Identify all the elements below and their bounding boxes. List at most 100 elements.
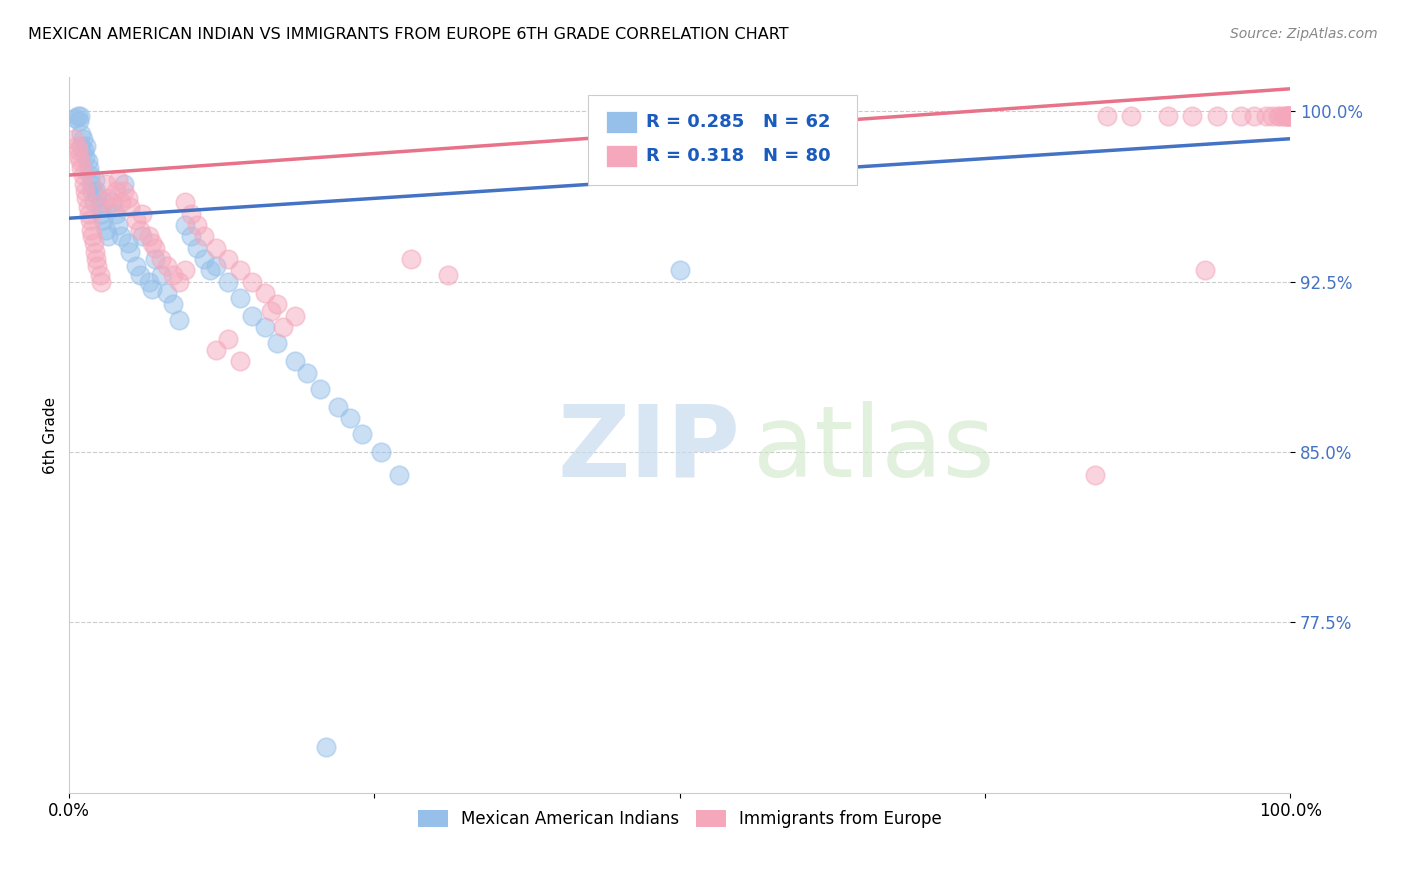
Point [1095, 109, 1118, 123]
Point [1261, 109, 1284, 123]
Point [1278, 109, 1301, 123]
Point [149, 268, 172, 282]
Point [1278, 109, 1301, 123]
Point [204, 241, 226, 255]
Point [156, 259, 179, 273]
Point [73, 177, 96, 191]
Point [84, 184, 107, 198]
Point [79, 168, 101, 182]
Point [1272, 109, 1295, 123]
Point [315, 740, 337, 755]
Point [76, 154, 98, 169]
Point [162, 297, 184, 311]
Point [271, 320, 294, 334]
Point [193, 252, 215, 266]
Point [93, 213, 115, 227]
Point [180, 229, 202, 244]
Point [117, 236, 139, 251]
Text: R = 0.318   N = 80: R = 0.318 N = 80 [645, 147, 830, 165]
Point [326, 400, 349, 414]
Point [1267, 109, 1289, 123]
Point [75, 191, 97, 205]
Point [149, 252, 172, 266]
Point [120, 245, 142, 260]
Point [75, 138, 97, 153]
Point [141, 236, 163, 251]
Point [112, 177, 135, 191]
Point [129, 268, 152, 282]
Point [63, 132, 86, 146]
Point [79, 213, 101, 227]
Point [89, 268, 111, 282]
Point [240, 309, 263, 323]
Point [217, 252, 239, 266]
Point [1181, 109, 1204, 123]
Point [104, 207, 127, 221]
Legend: Mexican American Indians, Immigrants from Europe: Mexican American Indians, Immigrants fro… [411, 803, 949, 834]
Point [80, 177, 103, 191]
Text: ZIP: ZIP [558, 401, 741, 498]
Point [72, 132, 94, 146]
Point [156, 286, 179, 301]
Point [86, 188, 108, 202]
Point [174, 195, 197, 210]
Point [1275, 109, 1298, 123]
Point [84, 252, 107, 266]
Point [193, 229, 215, 244]
Point [89, 200, 111, 214]
Point [80, 222, 103, 236]
Point [112, 184, 135, 198]
Point [97, 229, 120, 244]
Point [65, 112, 87, 126]
Point [198, 263, 221, 277]
Bar [606, 145, 637, 167]
Text: atlas: atlas [754, 401, 994, 498]
Point [125, 213, 148, 227]
Point [1194, 263, 1216, 277]
Point [76, 200, 98, 214]
Point [436, 268, 458, 282]
Point [97, 191, 120, 205]
Point [131, 207, 153, 221]
Point [90, 275, 112, 289]
Point [260, 304, 283, 318]
Point [1121, 109, 1143, 123]
Point [1084, 467, 1107, 482]
Point [204, 343, 226, 357]
Point [1275, 109, 1298, 123]
Point [352, 426, 374, 441]
Point [77, 207, 100, 221]
Bar [606, 112, 637, 133]
Point [83, 172, 105, 186]
Text: Source: ZipAtlas.com: Source: ZipAtlas.com [1230, 27, 1378, 41]
Point [266, 297, 288, 311]
Point [83, 245, 105, 260]
Point [266, 336, 288, 351]
Point [107, 172, 129, 186]
Point [94, 177, 117, 191]
Point [204, 259, 226, 273]
Point [125, 259, 148, 273]
Point [229, 263, 252, 277]
Point [284, 354, 307, 368]
Point [138, 229, 160, 244]
Point [101, 200, 124, 214]
Point [1277, 109, 1299, 123]
Point [129, 222, 152, 236]
Point [86, 259, 108, 273]
Point [110, 195, 132, 210]
Point [370, 445, 392, 459]
Y-axis label: 6th Grade: 6th Grade [44, 396, 58, 474]
Point [73, 143, 96, 157]
Point [174, 218, 197, 232]
Point [90, 207, 112, 221]
Point [217, 275, 239, 289]
Point [1157, 109, 1180, 123]
Point [308, 382, 330, 396]
Point [120, 200, 142, 214]
Point [101, 195, 124, 210]
Point [388, 467, 411, 482]
Point [70, 127, 93, 141]
Point [82, 229, 104, 244]
Point [1243, 109, 1265, 123]
